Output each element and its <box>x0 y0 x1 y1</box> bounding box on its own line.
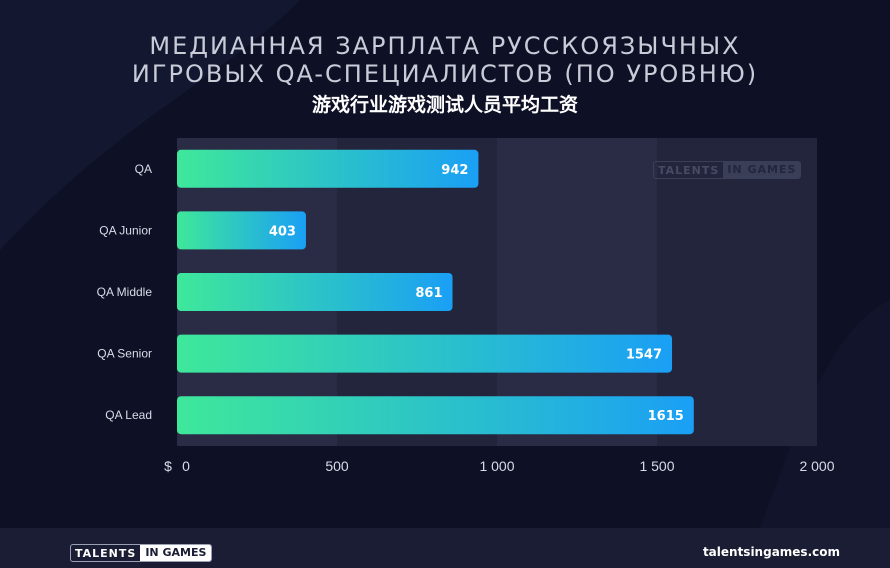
value-label: 1615 <box>648 409 684 424</box>
bar[interactable] <box>177 211 306 250</box>
x-tick-label: 1 500 <box>639 458 674 474</box>
footer-logo-text-1: TALENTS <box>75 546 137 560</box>
chart-title-line2: ИГРОВЫХ QA-СПЕЦИАЛИСТОВ (ПО УРОВНЮ) <box>131 60 759 88</box>
category-label: QA Senior <box>97 347 152 361</box>
watermark-text-1: TALENTS <box>658 163 720 177</box>
x-unit-label: $ <box>164 458 172 474</box>
watermark-logo: TALENTS IN GAMES <box>653 161 802 179</box>
x-tick-label: 1 000 <box>479 458 514 474</box>
category-label: QA <box>135 162 152 176</box>
watermark-text-2: IN GAMES <box>723 162 801 178</box>
footer-logo[interactable]: TALENTS IN GAMES <box>70 544 213 562</box>
value-label: 861 <box>415 286 442 301</box>
bar[interactable] <box>177 273 453 311</box>
grid-band <box>497 138 657 446</box>
category-label: QA Lead <box>105 408 152 422</box>
value-label: 403 <box>269 224 296 239</box>
bar[interactable] <box>177 396 694 435</box>
footer: TALENTS IN GAMES talentsingames.com <box>0 528 890 568</box>
x-tick-label: 2 000 <box>799 458 834 474</box>
chart-subtitle: 游戏行业游戏测试人员平均工资 <box>311 94 578 116</box>
footer-logo-text-2: IN GAMES <box>140 545 212 561</box>
bar-chart: QA QA Junior QA Middle QA Senior QA Lead 942… <box>97 138 835 474</box>
chart-title-line1: МЕДИАННАЯ ЗАРПЛАТА РУССКОЯЗЫЧНЫХ <box>149 32 741 60</box>
value-label: 942 <box>441 163 468 178</box>
category-label: QA Middle <box>97 285 153 299</box>
x-tick-label: 0 <box>182 458 190 474</box>
bar[interactable] <box>177 334 673 373</box>
bar[interactable] <box>177 149 479 188</box>
x-tick-label: 500 <box>325 458 349 474</box>
grid-band <box>657 138 817 446</box>
value-label: 1547 <box>626 348 662 363</box>
footer-site-link[interactable]: talentsingames.com <box>702 545 840 559</box>
category-label: QA Junior <box>99 223 152 237</box>
